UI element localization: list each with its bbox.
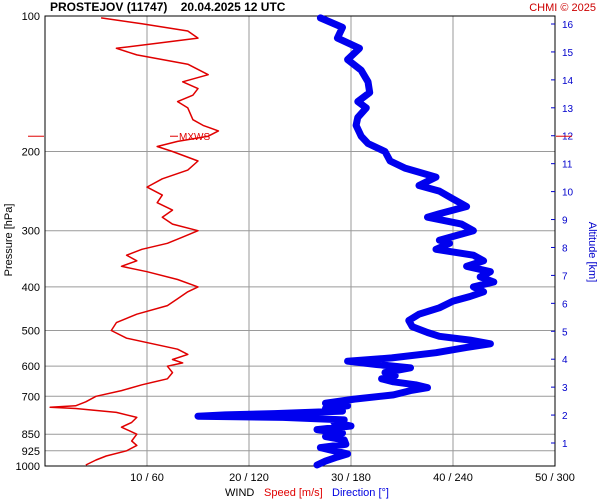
pressure-tick-label: 925 bbox=[22, 446, 40, 458]
pressure-tick-label: 100 bbox=[22, 11, 40, 23]
altitude-tick-label: 12 bbox=[562, 132, 574, 143]
wind-tick-labels: 10 / 60 20 / 120 30 / 180 40 / 240 50 / 300 bbox=[130, 472, 575, 484]
mxws-label: MXWS bbox=[179, 132, 210, 143]
pressure-tick-label: 850 bbox=[22, 429, 40, 441]
altitude-tick-label: 5 bbox=[562, 327, 568, 338]
wind-tick-label: 50 / 300 bbox=[535, 472, 575, 484]
pressure-tick-label: 300 bbox=[22, 226, 40, 238]
grid-lines bbox=[45, 16, 556, 466]
altitude-tick-label: 8 bbox=[562, 243, 568, 254]
altitude-tick-label: 3 bbox=[562, 383, 568, 394]
pressure-tick-labels: 100 200 300 400 500 600 700 850 925 1000 bbox=[16, 11, 40, 473]
direction-axis-label: Direction [°] bbox=[332, 487, 389, 499]
altitude-tick-label: 7 bbox=[562, 271, 568, 282]
altitude-axis-label: Altitude [km] bbox=[586, 222, 598, 283]
pressure-tick-label: 1000 bbox=[16, 461, 40, 473]
y-axis-label: Pressure [hPa] bbox=[3, 204, 15, 277]
plot-frame bbox=[44, 15, 556, 467]
altitude-tick-label: 15 bbox=[562, 48, 574, 59]
altitude-tick-label: 14 bbox=[562, 76, 574, 87]
pressure-tick-label: 600 bbox=[22, 361, 40, 373]
direction-series-line bbox=[194, 14, 498, 469]
wind-tick-label: 30 / 180 bbox=[331, 472, 371, 484]
altitude-tick-label: 9 bbox=[562, 216, 568, 227]
altitude-tick-label: 13 bbox=[562, 104, 574, 115]
altitude-tick-label: 4 bbox=[562, 355, 568, 366]
altitude-tick-label: 6 bbox=[562, 299, 568, 310]
wind-tick-label: 20 / 120 bbox=[229, 472, 269, 484]
pressure-tick-label: 500 bbox=[22, 326, 40, 338]
altitude-tick-label: 1 bbox=[562, 439, 568, 450]
copyright-label: CHMI © 2025 bbox=[529, 2, 596, 14]
pressure-tick-label: 700 bbox=[22, 391, 40, 403]
altitude-tick-label: 2 bbox=[562, 411, 568, 422]
pressure-tick-label: 200 bbox=[22, 146, 40, 158]
altitude-tick-label: 10 bbox=[562, 188, 574, 199]
altitude-tick-label: 11 bbox=[562, 160, 573, 171]
speed-axis-label: Speed [m/s] bbox=[264, 487, 323, 499]
wind-tick-label: 10 / 60 bbox=[130, 472, 164, 484]
chart-title: PROSTEJOV (11747) 20.04.2025 12 UTC bbox=[50, 0, 286, 14]
mxws-marker: MXWS bbox=[28, 132, 572, 143]
wind-axis-title: WIND bbox=[225, 487, 254, 499]
altitude-tick-label: 16 bbox=[562, 20, 574, 31]
pressure-tick-label: 400 bbox=[22, 282, 40, 294]
wind-tick-label: 40 / 240 bbox=[433, 472, 473, 484]
speed-series-line bbox=[49, 17, 220, 466]
